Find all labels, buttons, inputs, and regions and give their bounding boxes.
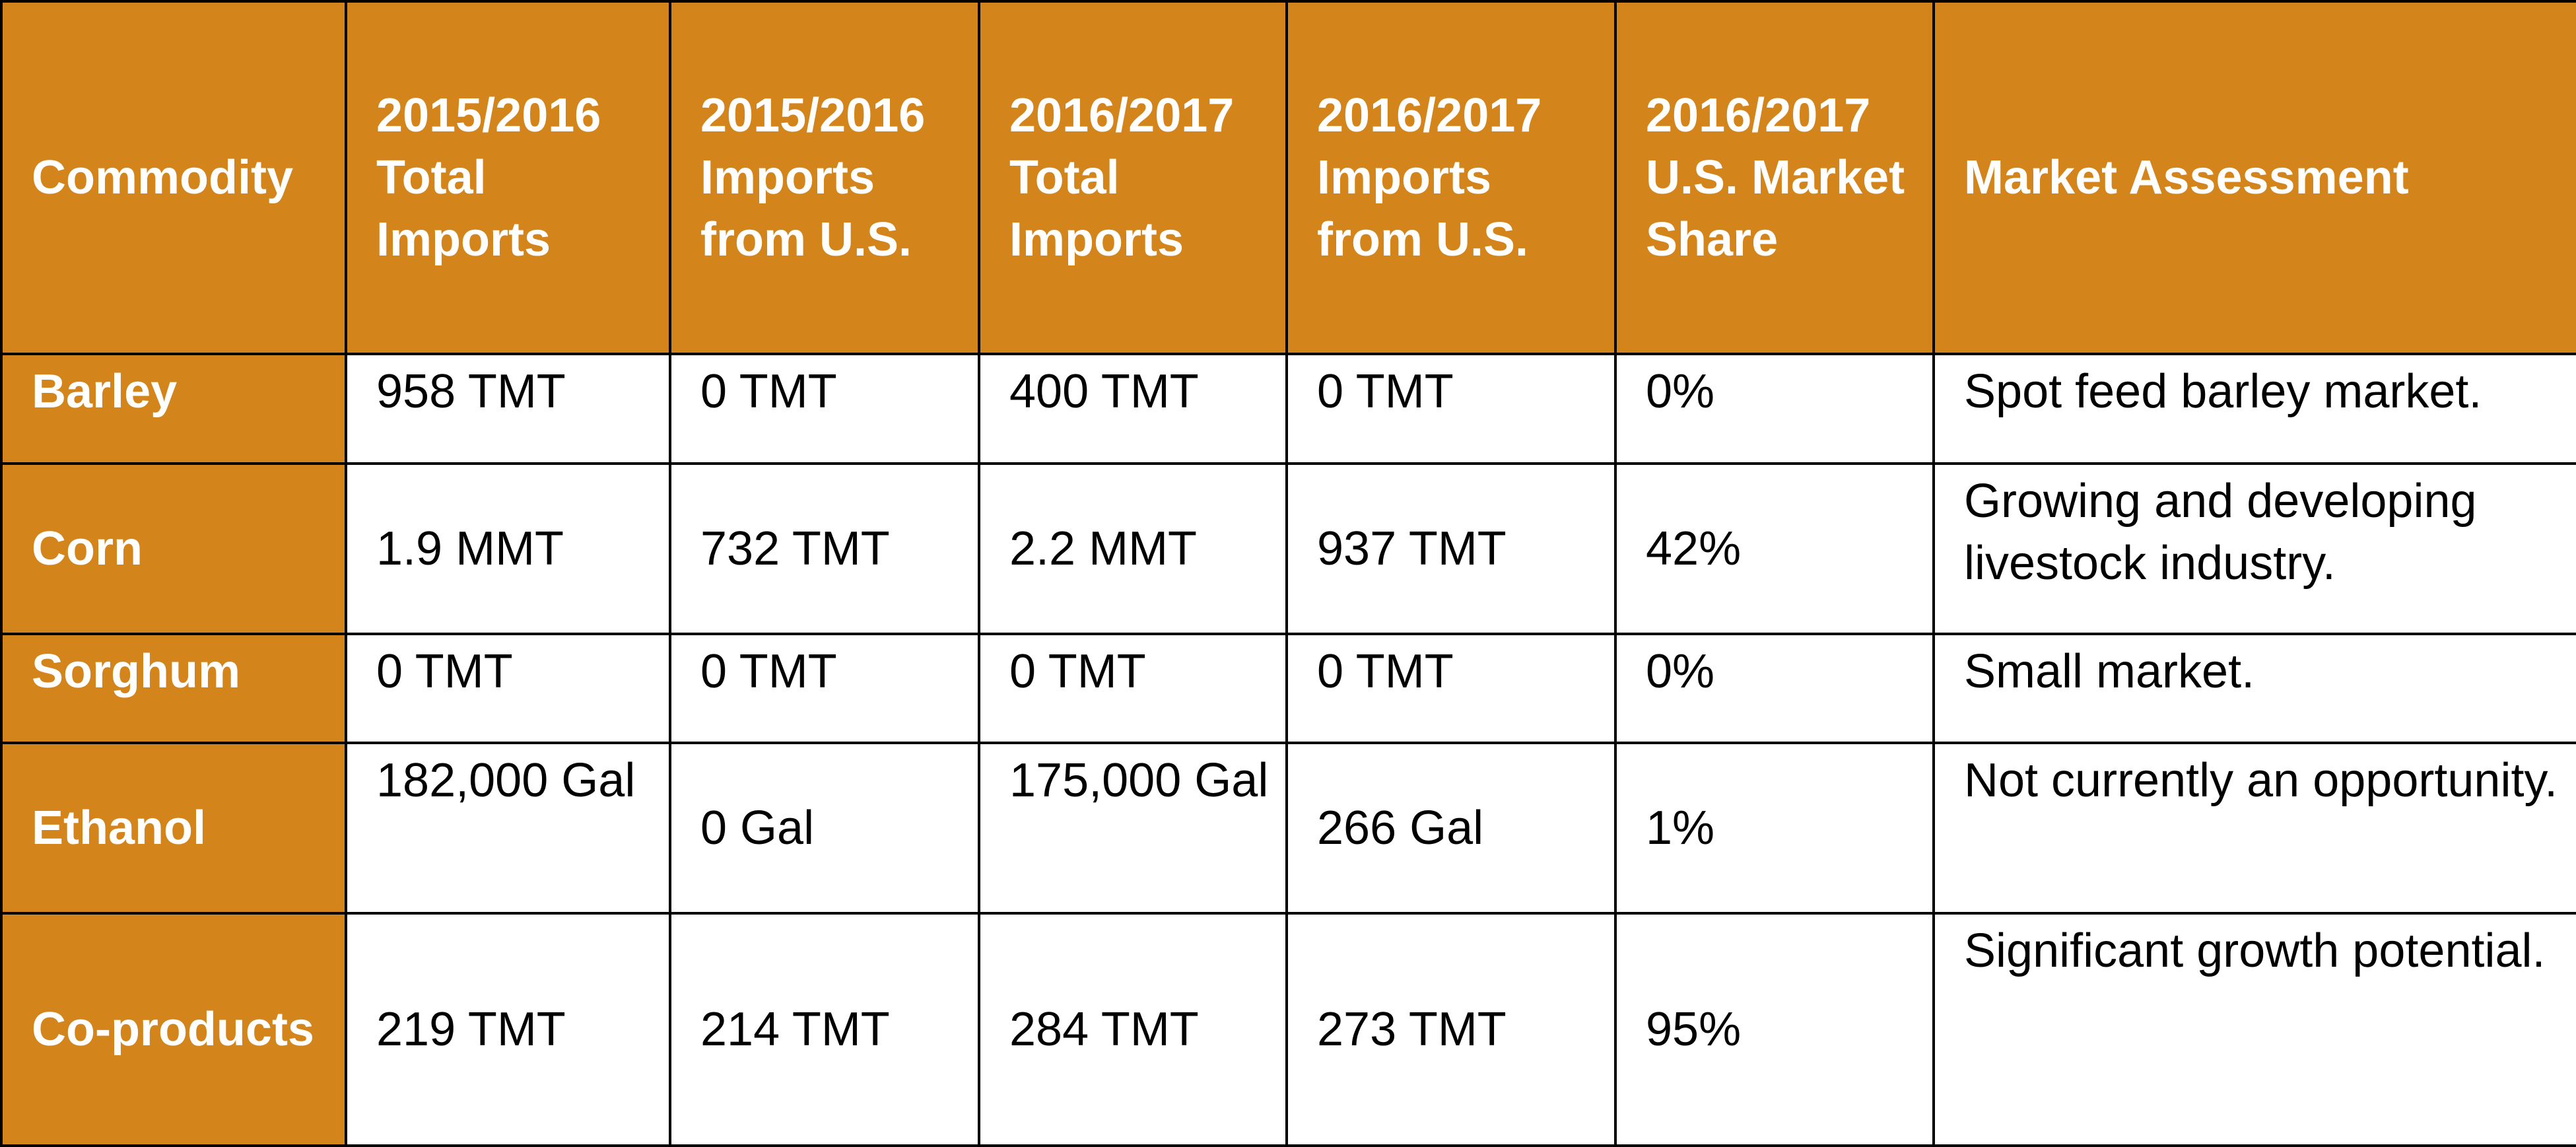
cell-total-imports-2016-2017: 2.2 MMT <box>978 462 1288 635</box>
row-commodity-label: Corn <box>0 462 347 635</box>
cell-total-imports-2016-2017: 0 TMT <box>978 633 1288 744</box>
cell-total-imports-2016-2017: 175,000 Gal <box>978 742 1288 915</box>
header-commodity: Commodity <box>0 0 347 355</box>
cell-total-imports-2015-2016: 219 TMT <box>345 912 671 1147</box>
cell-us-imports-2016-2017: 266 Gal <box>1285 742 1617 915</box>
table-row: Sorghum 0 TMT 0 TMT 0 TMT 0 TMT 0% Small… <box>0 633 2576 744</box>
cell-us-imports-2015-2016: 732 TMT <box>669 462 980 635</box>
cell-us-market-share-2016-2017: 1% <box>1614 742 1935 915</box>
cell-us-imports-2015-2016: 0 Gal <box>669 742 980 915</box>
cell-market-assessment: Growing and developing livestock industr… <box>1932 462 2576 635</box>
table-row: Ethanol 182,000 Gal 0 Gal 175,000 Gal 26… <box>0 742 2576 915</box>
cell-us-imports-2015-2016: 214 TMT <box>669 912 980 1147</box>
header-us-imports-2016-2017: 2016/2017 Imports from U.S. <box>1285 0 1617 355</box>
cell-total-imports-2015-2016: 958 TMT <box>345 353 671 465</box>
header-us-market-share-2016-2017: 2016/2017 U.S. Market Share <box>1614 0 1935 355</box>
table-row: Barley 958 TMT 0 TMT 400 TMT 0 TMT 0% Sp… <box>0 353 2576 465</box>
cell-us-imports-2015-2016: 0 TMT <box>669 353 980 465</box>
cell-market-assessment: Small market. <box>1932 633 2576 744</box>
table-row: Co-products 219 TMT 214 TMT 284 TMT 273 … <box>0 912 2576 1147</box>
cell-us-market-share-2016-2017: 0% <box>1614 633 1935 744</box>
row-commodity-label: Co-products <box>0 912 347 1147</box>
row-commodity-label: Ethanol <box>0 742 347 915</box>
table-header-row: Commodity 2015/2016 Total Imports 2015/2… <box>0 0 2576 355</box>
cell-market-assessment: Spot feed barley market. <box>1932 353 2576 465</box>
header-total-imports-2015-2016: 2015/2016 Total Imports <box>345 0 671 355</box>
cell-total-imports-2015-2016: 0 TMT <box>345 633 671 744</box>
cell-us-imports-2015-2016: 0 TMT <box>669 633 980 744</box>
header-market-assessment: Market Assessment <box>1932 0 2576 355</box>
row-commodity-label: Sorghum <box>0 633 347 744</box>
cell-us-market-share-2016-2017: 0% <box>1614 353 1935 465</box>
table-row: Corn 1.9 MMT 732 TMT 2.2 MMT 937 TMT 42%… <box>0 462 2576 635</box>
cell-us-imports-2016-2017: 273 TMT <box>1285 912 1617 1147</box>
cell-us-market-share-2016-2017: 42% <box>1614 462 1935 635</box>
cell-market-assessment: Not currently an opportunity. <box>1932 742 2576 915</box>
cell-total-imports-2016-2017: 284 TMT <box>978 912 1288 1147</box>
cell-total-imports-2015-2016: 1.9 MMT <box>345 462 671 635</box>
header-total-imports-2016-2017: 2016/2017 Total Imports <box>978 0 1288 355</box>
cell-market-assessment: Significant growth potential. <box>1932 912 2576 1147</box>
cell-us-imports-2016-2017: 0 TMT <box>1285 353 1617 465</box>
header-us-imports-2015-2016: 2015/2016 Imports from U.S. <box>669 0 980 355</box>
cell-us-market-share-2016-2017: 95% <box>1614 912 1935 1147</box>
cell-total-imports-2015-2016: 182,000 Gal <box>345 742 671 915</box>
cell-total-imports-2016-2017: 400 TMT <box>978 353 1288 465</box>
cell-us-imports-2016-2017: 0 TMT <box>1285 633 1617 744</box>
cell-us-imports-2016-2017: 937 TMT <box>1285 462 1617 635</box>
row-commodity-label: Barley <box>0 353 347 465</box>
